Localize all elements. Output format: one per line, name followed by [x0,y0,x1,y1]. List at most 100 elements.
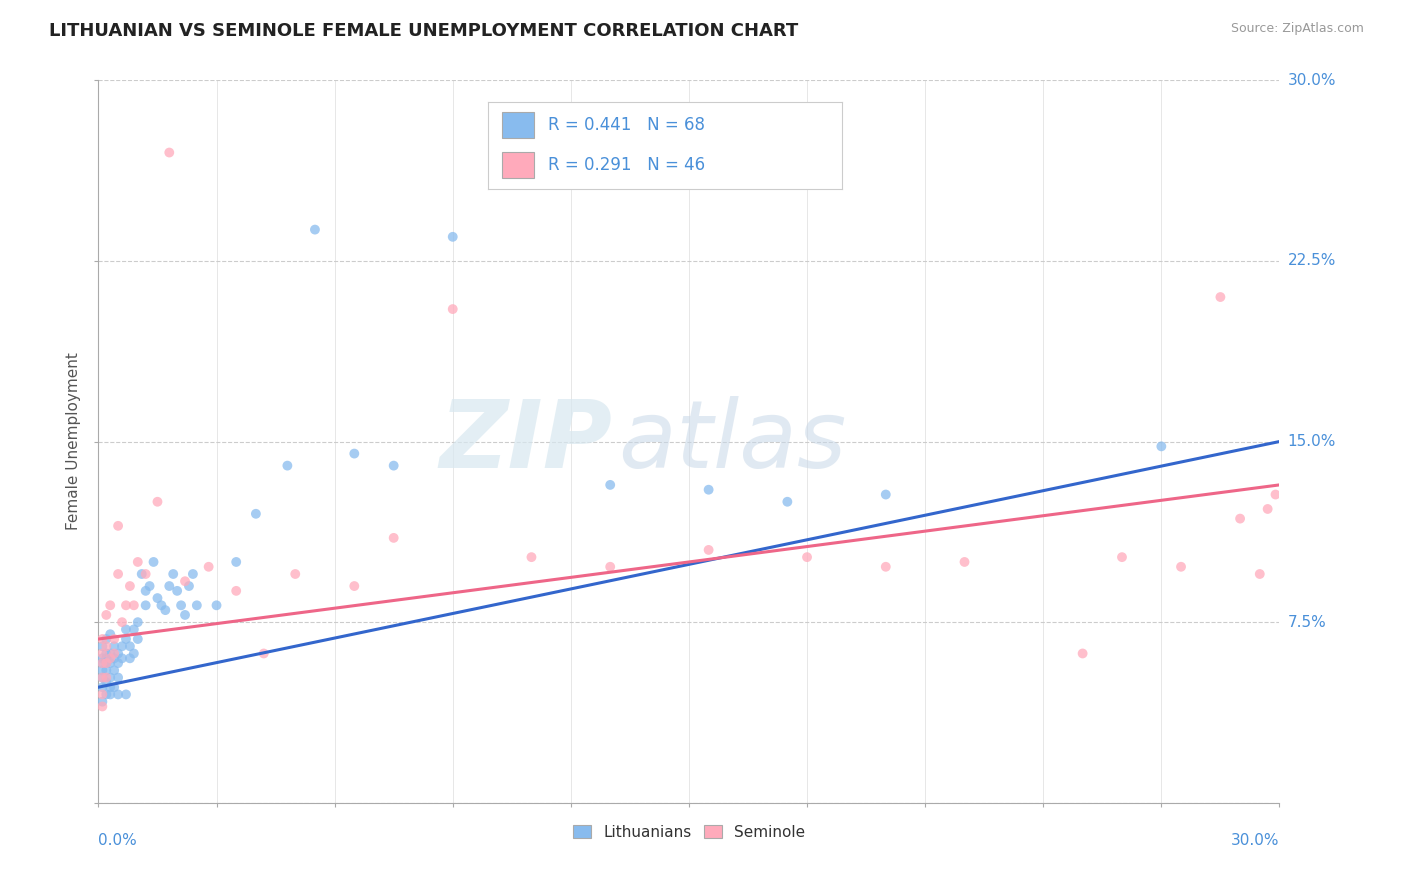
Point [953,555,976,569]
Point [96,664,118,678]
Point [166,583,188,598]
Point [1071,647,1094,661]
Point [157,145,180,160]
Point [96,647,118,661]
Point [174,607,197,622]
Point [1257,502,1279,516]
Point [98,627,121,641]
Point [343,446,366,460]
Point [138,579,160,593]
Point [96,671,118,685]
Point [174,574,197,589]
Point [98,687,121,701]
Point [875,559,897,574]
Point [91,671,114,685]
Point [107,647,129,661]
Text: ZIP: ZIP [439,395,612,488]
Text: atlas: atlas [619,396,846,487]
Point [111,639,134,653]
Point [343,579,366,593]
Point [276,458,298,473]
Point [98,599,121,613]
Point [253,647,276,661]
Point [122,623,145,637]
Point [103,680,125,694]
Point [146,591,169,605]
Point [91,699,114,714]
Point [1111,550,1133,565]
Point [91,664,114,678]
Point [122,647,145,661]
Point [135,599,157,613]
Point [441,301,464,317]
Point [107,518,129,533]
Point [1209,290,1232,304]
Point [135,567,157,582]
Point [103,647,125,661]
Point [225,583,247,598]
Point [96,607,118,622]
Point [127,555,149,569]
Point [91,651,114,665]
Point [98,651,121,665]
Point [96,656,118,670]
Point [115,623,138,637]
Point [96,632,118,646]
Point [304,222,326,236]
Point [162,567,184,582]
Point [150,599,173,613]
Point [382,531,405,545]
Point [91,695,114,709]
Text: 15.0%: 15.0% [1288,434,1336,449]
Point [170,599,193,613]
Text: 0.0%: 0.0% [98,833,138,848]
Point [103,639,125,653]
Point [103,664,125,678]
Point [181,567,204,582]
Point [177,579,200,593]
Point [96,651,118,665]
Point [599,559,621,574]
Point [96,687,118,701]
Point [91,656,114,670]
Text: LITHUANIAN VS SEMINOLE FEMALE UNEMPLOYMENT CORRELATION CHART: LITHUANIAN VS SEMINOLE FEMALE UNEMPLOYME… [49,22,799,40]
Point [697,542,720,557]
Point [91,647,114,661]
Point [98,671,121,685]
Point [520,550,543,565]
Point [91,680,114,694]
Point [599,478,621,492]
Point [107,671,129,685]
Point [135,583,157,598]
Point [118,579,141,593]
Point [197,559,219,574]
Point [98,647,121,661]
Legend: Lithuanians, Seminole: Lithuanians, Seminole [567,819,811,846]
Point [118,651,141,665]
Point [776,494,799,508]
Point [96,656,118,670]
Point [103,651,125,665]
Point [1170,559,1192,574]
Point [225,555,247,569]
Point [111,651,134,665]
Point [96,639,118,653]
Point [91,656,114,670]
Point [91,632,114,646]
Point [1249,567,1271,582]
Point [186,599,208,613]
Point [122,599,145,613]
Y-axis label: Female Unemployment: Female Unemployment [66,352,82,531]
Point [441,230,464,244]
Point [118,639,141,653]
Point [796,550,818,565]
Text: 22.5%: 22.5% [1288,253,1336,268]
Point [127,615,149,630]
Point [115,632,138,646]
Point [1150,439,1173,453]
Point [1229,511,1251,525]
Point [111,615,134,630]
Text: 7.5%: 7.5% [1288,615,1326,630]
Point [157,579,180,593]
Point [91,687,114,701]
